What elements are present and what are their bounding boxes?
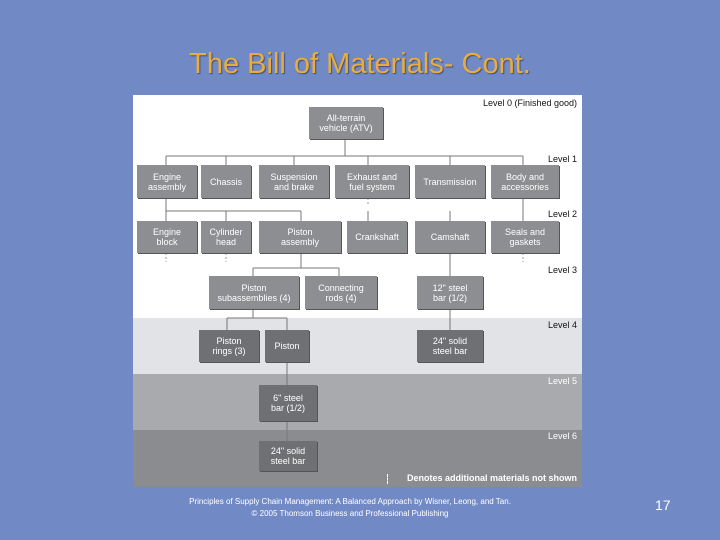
node-24-inch-solid-steel-bar-a: 24" solid steel bar [417,330,483,362]
node-piston: Piston [265,330,309,362]
level-2-label: Level 2 [547,209,577,219]
node-exhaust-and-fuel-system: Exhaust and fuel system [335,165,409,198]
level-1-label: Level 1 [547,154,577,164]
node-chassis: Chassis [201,165,251,198]
node-crankshaft: Crankshaft [347,221,407,253]
slide-title: The Bill of Materials- Cont. [189,48,531,80]
level-3-label: Level 3 [547,265,577,275]
node-cylinder-head: Cylinder head [201,221,251,253]
node-camshaft: Camshaft [415,221,485,253]
node-24-inch-solid-steel-bar-b: 24" solid steel bar [259,441,317,471]
node-transmission: Transmission [415,165,485,198]
node-piston-subassemblies: Piston subassemblies (4) [209,276,299,309]
node-piston-assembly: Piston assembly [259,221,341,253]
footer-citation: Principles of Supply Chain Management: A… [189,497,511,506]
bill-of-materials-diagram: Level 0 (Finished good) Level 1 Level 2 … [133,95,582,487]
node-seals-and-gaskets: Seals and gaskets [491,221,559,253]
node-body-and-accessories: Body and accessories [491,165,559,198]
dashed-line-legend [387,474,392,484]
node-6-inch-steel-bar: 6" steel bar (1/2) [259,385,317,421]
node-suspension-and-brake: Suspension and brake [259,165,329,198]
connector-lines [165,139,524,441]
node-atv: All-terrain vehicle (ATV) [309,107,383,139]
slide-footer: Principles of Supply Chain Management: A… [120,496,580,520]
level-6-label: Level 6 [547,431,577,441]
node-piston-rings: Piston rings (3) [199,330,259,362]
node-12-inch-steel-bar: 12" steel bar (1/2) [417,276,483,309]
node-engine-block: Engine block [137,221,197,253]
level-5-label: Level 5 [547,376,577,386]
level-4-label: Level 4 [547,320,577,330]
page-number: 17 [655,497,671,513]
level-5-band [133,374,582,430]
level-0-label: Level 0 (Finished good) [482,98,577,108]
footer-copyright: © 2005 Thomson Business and Professional… [251,509,449,518]
level-6-band [133,430,582,487]
legend-note: Denotes additional materials not shown [406,473,577,483]
node-engine-assembly: Engine assembly [137,165,197,198]
node-connecting-rods: Connecting rods (4) [305,276,377,309]
